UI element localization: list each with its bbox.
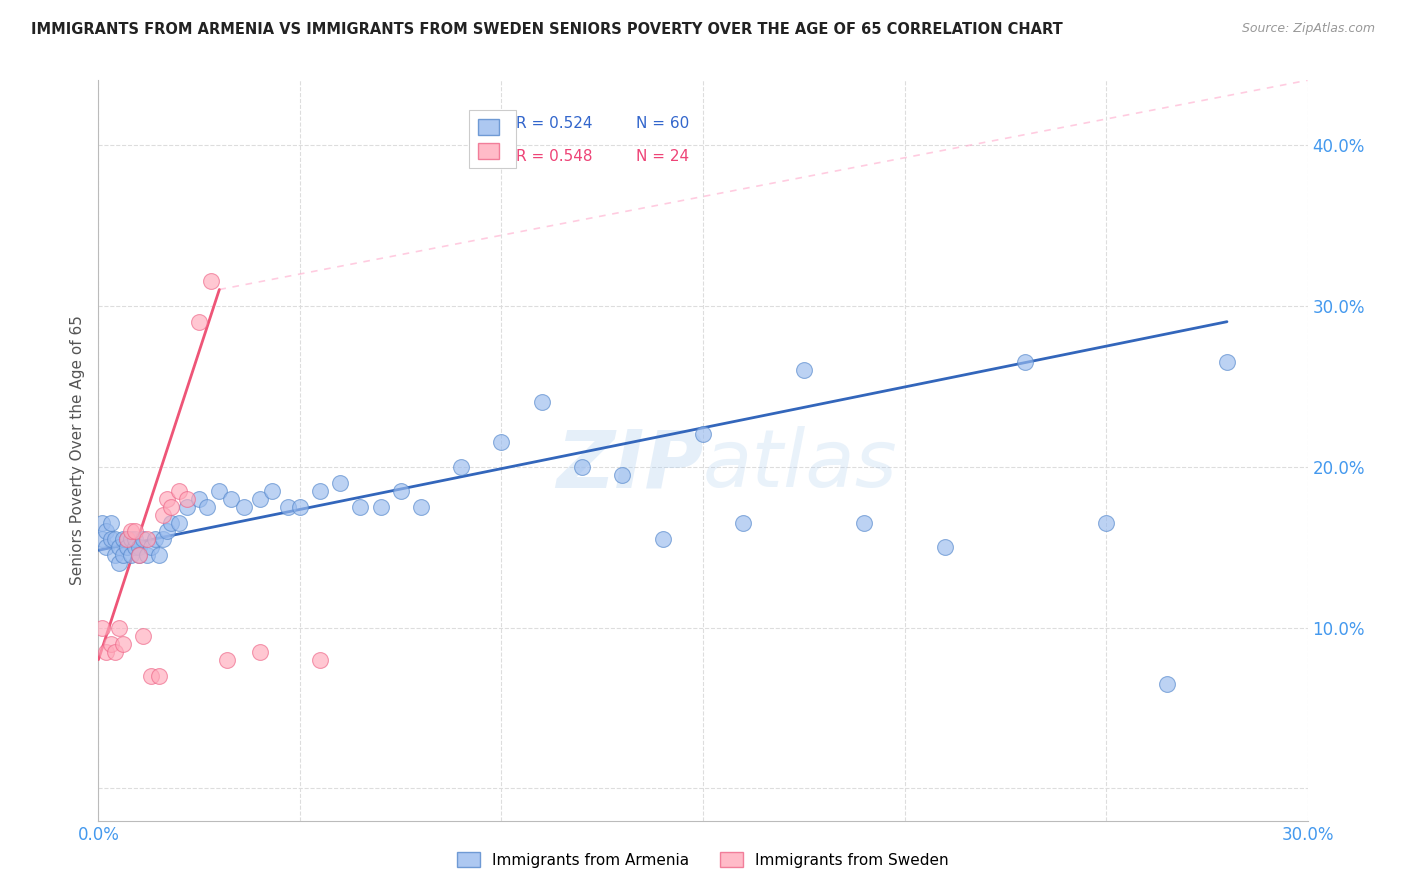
Point [111, 637, 134, 651]
Point [195, 500, 218, 514]
Point [111, 548, 134, 562]
Point [103, 532, 125, 546]
Point [124, 540, 146, 554]
Point [128, 548, 150, 562]
Point [111, 532, 134, 546]
Point [208, 483, 231, 498]
Point [409, 500, 432, 514]
Point [329, 475, 352, 490]
Point [124, 524, 146, 538]
Point [115, 540, 138, 554]
Point [120, 548, 142, 562]
Point [139, 669, 162, 683]
Text: Source: ZipAtlas.com: Source: ZipAtlas.com [1241, 22, 1375, 36]
Point [571, 459, 593, 474]
Point [1014, 355, 1036, 369]
Point [107, 556, 129, 570]
Point [176, 500, 198, 514]
Point [309, 653, 332, 667]
Point [389, 483, 412, 498]
Point [100, 637, 122, 651]
Point [103, 548, 125, 562]
Point [107, 540, 129, 554]
Point [115, 532, 138, 546]
Point [128, 548, 150, 562]
Point [349, 500, 371, 514]
Point [288, 500, 311, 514]
Point [188, 315, 211, 329]
Point [370, 500, 392, 514]
Legend: , : , [468, 110, 516, 168]
Point [491, 435, 513, 450]
Text: atlas: atlas [703, 426, 898, 504]
Point [124, 532, 146, 546]
Point [733, 516, 755, 530]
Point [100, 532, 122, 546]
Point [107, 620, 129, 634]
Point [188, 491, 211, 506]
Y-axis label: Seniors Poverty Over the Age of 65: Seniors Poverty Over the Age of 65 [69, 316, 84, 585]
Point [152, 532, 174, 546]
Point [91, 620, 114, 634]
Point [132, 628, 155, 642]
Point [1095, 516, 1118, 530]
Point [450, 459, 472, 474]
Point [530, 395, 553, 409]
Point [100, 516, 122, 530]
Point [115, 532, 138, 546]
Point [249, 491, 271, 506]
Point [139, 540, 162, 554]
Point [217, 653, 239, 667]
Point [96, 540, 118, 554]
Point [160, 516, 183, 530]
Point [793, 363, 815, 377]
Point [260, 483, 283, 498]
Point [132, 532, 155, 546]
Point [853, 516, 876, 530]
Point [91, 532, 114, 546]
Point [135, 548, 157, 562]
Point [91, 516, 114, 530]
Point [1156, 677, 1178, 691]
Text: ZIP: ZIP [555, 426, 703, 504]
Point [934, 540, 956, 554]
Point [200, 275, 222, 289]
Point [309, 483, 332, 498]
Point [221, 491, 243, 506]
Legend: Immigrants from Armenia, Immigrants from Sweden: Immigrants from Armenia, Immigrants from… [450, 845, 956, 875]
Text: R = 0.524: R = 0.524 [516, 116, 592, 131]
Point [160, 500, 183, 514]
Point [232, 500, 254, 514]
Point [148, 669, 170, 683]
Point [120, 532, 142, 546]
Point [277, 500, 299, 514]
Point [249, 645, 271, 659]
Point [143, 532, 166, 546]
Point [103, 645, 125, 659]
Point [120, 524, 142, 538]
Point [156, 524, 179, 538]
Point [612, 467, 634, 482]
Point [96, 524, 118, 538]
Point [148, 548, 170, 562]
Point [135, 532, 157, 546]
Text: IMMIGRANTS FROM ARMENIA VS IMMIGRANTS FROM SWEDEN SENIORS POVERTY OVER THE AGE O: IMMIGRANTS FROM ARMENIA VS IMMIGRANTS FR… [31, 22, 1063, 37]
Point [156, 491, 179, 506]
Text: N = 24: N = 24 [637, 149, 689, 164]
Text: N = 60: N = 60 [637, 116, 690, 131]
Point [96, 645, 118, 659]
Point [167, 516, 190, 530]
Point [692, 427, 714, 442]
Point [1216, 355, 1239, 369]
Text: R = 0.548: R = 0.548 [516, 149, 592, 164]
Point [176, 491, 198, 506]
Point [167, 483, 190, 498]
Point [651, 532, 673, 546]
Point [152, 508, 174, 522]
Point [128, 540, 150, 554]
